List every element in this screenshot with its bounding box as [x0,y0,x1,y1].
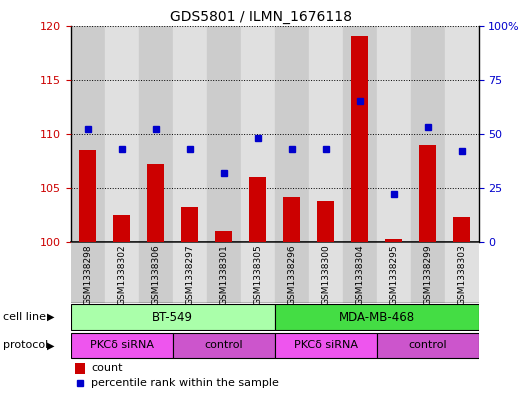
Text: GSM1338305: GSM1338305 [253,244,262,305]
Bar [351,37,368,242]
Text: protocol: protocol [3,340,48,351]
Text: GSM1338299: GSM1338299 [423,244,432,305]
Bar [241,26,275,242]
Bar [275,242,309,303]
Bar [241,242,275,303]
Bar [377,333,479,358]
Bar [105,242,139,303]
Text: PKCδ siRNA: PKCδ siRNA [89,340,154,351]
Text: GSM1338306: GSM1338306 [151,244,160,305]
Text: count: count [91,364,122,373]
Bar [385,239,402,242]
Bar [173,333,275,358]
Bar [411,26,445,242]
Text: GSM1338295: GSM1338295 [389,244,398,305]
Bar [283,196,300,242]
Bar [207,242,241,303]
Text: GSM1338298: GSM1338298 [83,244,92,305]
Text: cell line: cell line [3,312,46,322]
Bar [377,26,411,242]
Bar [249,177,266,242]
Bar [181,208,198,242]
Bar [309,26,343,242]
Text: control: control [408,340,447,351]
Bar [79,150,96,242]
Bar [75,363,85,374]
Bar [139,242,173,303]
Bar [309,242,343,303]
Text: BT-549: BT-549 [152,310,193,324]
Bar [343,242,377,303]
Bar [275,333,377,358]
Text: GSM1338302: GSM1338302 [117,244,126,305]
Text: GSM1338301: GSM1338301 [219,244,228,305]
Text: GSM1338296: GSM1338296 [287,244,296,305]
Text: PKCδ siRNA: PKCδ siRNA [293,340,358,351]
Bar [411,242,445,303]
Text: GSM1338297: GSM1338297 [185,244,194,305]
Text: GSM1338303: GSM1338303 [457,244,466,305]
Text: percentile rank within the sample: percentile rank within the sample [91,378,279,387]
Bar [147,164,164,242]
Bar [215,231,232,242]
Bar [445,26,479,242]
Bar [317,201,334,242]
Bar [173,242,207,303]
Bar [419,145,436,242]
Text: GDS5801 / ILMN_1676118: GDS5801 / ILMN_1676118 [170,10,353,24]
Bar [71,26,105,242]
Bar [71,333,173,358]
Bar [113,215,130,242]
Bar [207,26,241,242]
Bar [173,26,207,242]
Bar [377,242,411,303]
Text: ▶: ▶ [47,312,54,322]
Text: GSM1338300: GSM1338300 [321,244,330,305]
Text: MDA-MB-468: MDA-MB-468 [338,310,415,324]
Bar [71,305,275,330]
Bar [445,242,479,303]
Text: ▶: ▶ [47,340,54,351]
Bar [275,305,479,330]
Bar [343,26,377,242]
Bar [275,26,309,242]
Text: control: control [204,340,243,351]
Bar [71,242,105,303]
Bar [139,26,173,242]
Bar [105,26,139,242]
Bar [453,217,470,242]
Text: GSM1338304: GSM1338304 [355,244,364,305]
